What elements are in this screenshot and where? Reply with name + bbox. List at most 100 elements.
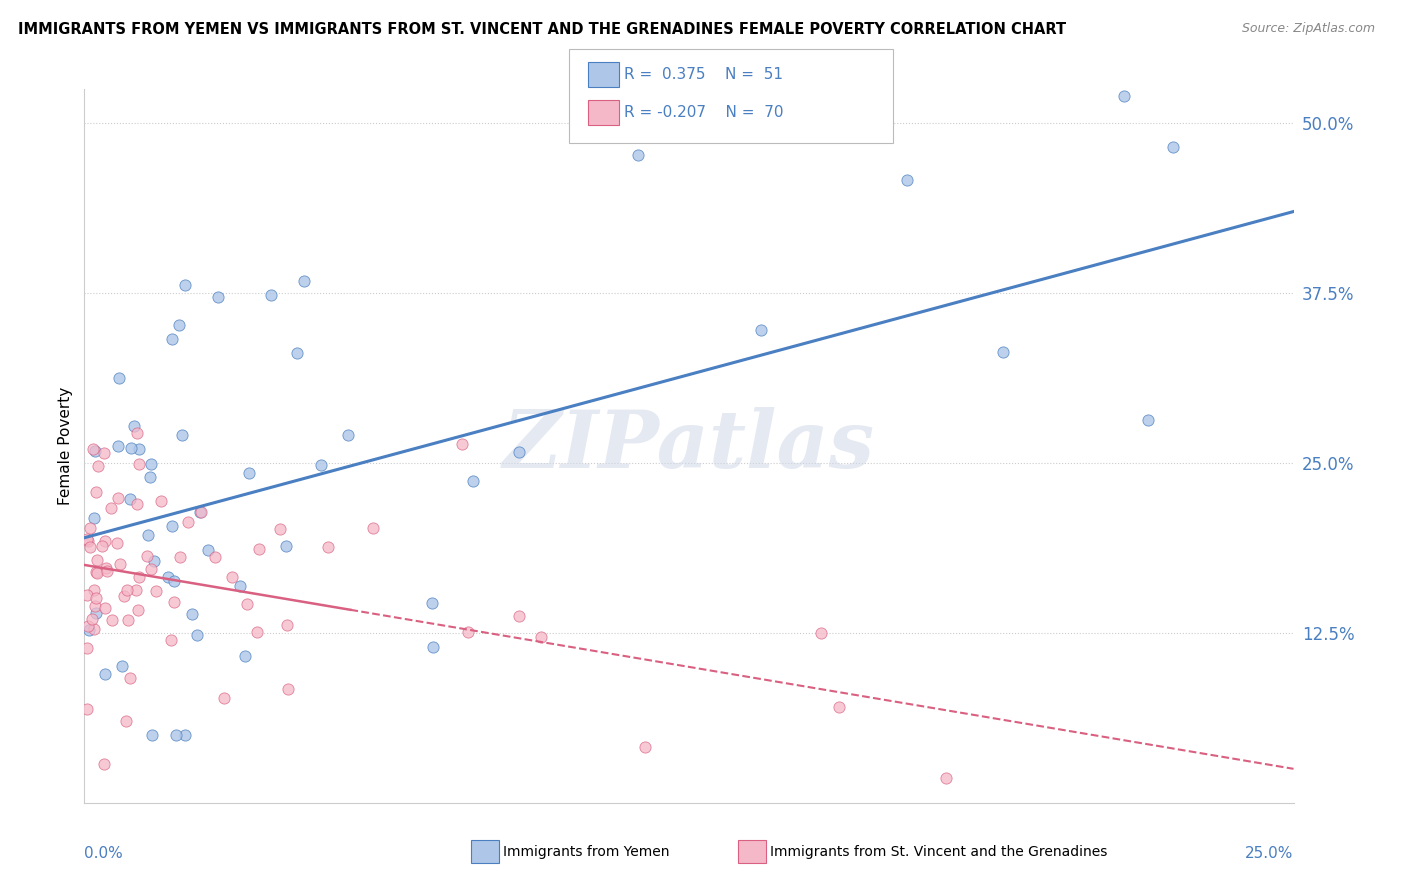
Point <box>96 564 118 578</box>
Point <box>83 582 105 597</box>
Point <box>167 318 190 332</box>
Point <box>84 599 107 613</box>
Point <box>174 277 197 292</box>
Point <box>76 532 98 546</box>
Point <box>162 595 184 609</box>
Point <box>165 728 187 742</box>
Point <box>111 658 134 673</box>
Point <box>94 561 117 575</box>
Point <box>128 570 150 584</box>
Point <box>896 173 918 187</box>
Point <box>86 566 108 580</box>
Point <box>107 491 129 506</box>
Point <box>1114 89 1136 103</box>
Point <box>115 714 138 728</box>
Point <box>94 534 117 549</box>
Point <box>810 626 832 640</box>
Point <box>422 595 444 609</box>
Point <box>149 493 172 508</box>
Point <box>118 492 141 507</box>
Point <box>186 628 208 642</box>
Point <box>627 148 650 162</box>
Point <box>141 562 163 576</box>
Point <box>76 533 98 548</box>
Text: 25.0%: 25.0% <box>1246 846 1294 861</box>
Point <box>120 441 142 455</box>
Point <box>530 631 553 645</box>
Text: IMMIGRANTS FROM YEMEN VS IMMIGRANTS FROM ST. VINCENT AND THE GRENADINES FEMALE P: IMMIGRANTS FROM YEMEN VS IMMIGRANTS FROM… <box>18 22 1066 37</box>
Point <box>1137 413 1160 427</box>
Y-axis label: Female Poverty: Female Poverty <box>58 387 73 505</box>
Point <box>204 549 226 564</box>
Point <box>84 566 107 580</box>
Point <box>107 439 129 453</box>
Point <box>229 579 252 593</box>
Point <box>233 649 256 664</box>
Text: Immigrants from St. Vincent and the Grenadines: Immigrants from St. Vincent and the Gren… <box>770 845 1108 859</box>
Point <box>127 603 149 617</box>
Point <box>180 607 202 621</box>
Text: R =  0.375    N =  51: R = 0.375 N = 51 <box>624 68 783 82</box>
Point <box>105 536 128 550</box>
Point <box>422 640 444 655</box>
Point <box>236 598 259 612</box>
Text: R = -0.207    N =  70: R = -0.207 N = 70 <box>624 105 783 120</box>
Point <box>1161 140 1184 154</box>
Point <box>80 612 103 626</box>
Point <box>751 323 773 337</box>
Point <box>285 346 308 360</box>
Point <box>127 425 149 440</box>
Point <box>136 528 159 542</box>
Point <box>276 617 298 632</box>
Text: ZIPatlas: ZIPatlas <box>503 408 875 484</box>
Point <box>277 681 299 696</box>
Point <box>309 458 332 473</box>
Point <box>128 442 150 456</box>
Point <box>100 613 122 627</box>
Point <box>160 519 183 533</box>
Point <box>274 539 297 553</box>
Point <box>76 588 98 602</box>
Text: Source: ZipAtlas.com: Source: ZipAtlas.com <box>1241 22 1375 36</box>
Point <box>122 418 145 433</box>
Point <box>508 608 530 623</box>
Point <box>125 583 148 598</box>
Point <box>450 437 472 451</box>
Point <box>238 466 260 480</box>
Point <box>79 520 101 534</box>
Point <box>634 739 657 754</box>
Point <box>83 510 105 524</box>
Point <box>221 570 243 584</box>
Point <box>935 771 957 785</box>
Point <box>94 666 117 681</box>
Point <box>77 623 100 637</box>
Point <box>212 690 235 705</box>
Point <box>100 500 122 515</box>
Point <box>188 505 211 519</box>
Point <box>461 475 484 489</box>
Point <box>108 371 131 385</box>
Point <box>292 274 315 288</box>
Point <box>361 521 384 535</box>
Point <box>162 574 184 588</box>
Point <box>828 699 851 714</box>
Point <box>190 505 212 519</box>
Point <box>247 541 270 556</box>
Point <box>115 582 138 597</box>
Point <box>117 614 139 628</box>
Point <box>169 549 191 564</box>
Point <box>90 539 112 553</box>
Point <box>86 553 108 567</box>
Point <box>207 290 229 304</box>
Point <box>120 672 142 686</box>
Point <box>141 728 163 742</box>
Point <box>145 583 167 598</box>
Point <box>76 702 98 716</box>
Point <box>142 554 165 568</box>
Point <box>77 619 100 633</box>
Point <box>84 606 107 620</box>
Point <box>457 625 479 640</box>
Point <box>79 540 101 554</box>
Point <box>87 458 110 473</box>
Point <box>172 427 194 442</box>
